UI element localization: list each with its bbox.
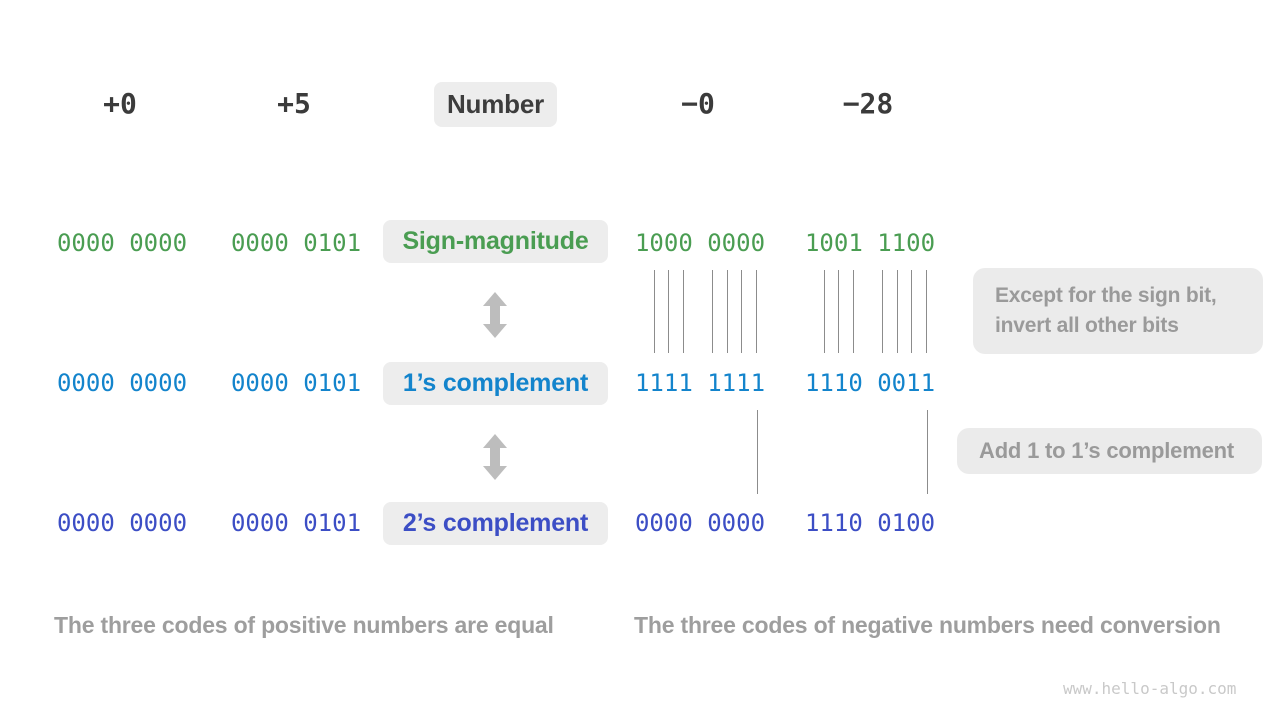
- sign-magnitude-badge: Sign-magnitude: [383, 220, 608, 263]
- negative-caption: The three codes of negative numbers need…: [634, 612, 1221, 638]
- tick-line: [882, 270, 883, 353]
- tick-line: [911, 270, 912, 353]
- tick-line: [756, 270, 757, 353]
- up-down-arrow-icon: [482, 434, 508, 480]
- tick-line: [741, 270, 742, 353]
- tick-line: [853, 270, 854, 353]
- invert-note-badge: Except for the sign bit, invert all othe…: [973, 268, 1263, 354]
- tick-line: [683, 270, 684, 353]
- ones-complement-badge: 1’s complement: [383, 362, 608, 405]
- number-label-minus-28: −28: [842, 87, 894, 120]
- tick-line: [757, 410, 758, 494]
- invert-note-line1: Except for the sign bit,: [995, 284, 1217, 307]
- positive-caption: The three codes of positive numbers are …: [54, 612, 554, 638]
- binary-value: 1110 0011: [804, 369, 936, 397]
- binary-value: 0000 0000: [56, 509, 188, 537]
- tick-line: [727, 270, 728, 353]
- binary-value: 1001 1100: [804, 229, 936, 257]
- add-one-note-badge: Add 1 to 1’s complement: [957, 428, 1262, 474]
- invert-note-line2: invert all other bits: [995, 314, 1179, 337]
- binary-value: 1111 1111: [634, 369, 766, 397]
- binary-value: 0000 0101: [230, 229, 362, 257]
- number-label-plus-0: +0: [103, 87, 137, 120]
- binary-value: 1000 0000: [634, 229, 766, 257]
- binary-value: 0000 0000: [634, 509, 766, 537]
- binary-value: 0000 0101: [230, 369, 362, 397]
- tick-line: [712, 270, 713, 353]
- tick-line: [824, 270, 825, 353]
- binary-value: 0000 0000: [56, 229, 188, 257]
- tick-line: [668, 270, 669, 353]
- tick-line: [654, 270, 655, 353]
- number-label-minus-0: −0: [681, 87, 715, 120]
- binary-value: 0000 0101: [230, 509, 362, 537]
- number-label-plus-5: +5: [277, 87, 311, 120]
- watermark: www.hello-algo.com: [1063, 679, 1237, 698]
- tick-line: [838, 270, 839, 353]
- tick-line: [926, 270, 927, 353]
- number-badge: Number: [434, 82, 557, 127]
- twos-complement-badge: 2’s complement: [383, 502, 608, 545]
- binary-value: 1110 0100: [804, 509, 936, 537]
- up-down-arrow-icon: [482, 292, 508, 338]
- tick-line: [897, 270, 898, 353]
- tick-line: [927, 410, 928, 494]
- binary-value: 0000 0000: [56, 369, 188, 397]
